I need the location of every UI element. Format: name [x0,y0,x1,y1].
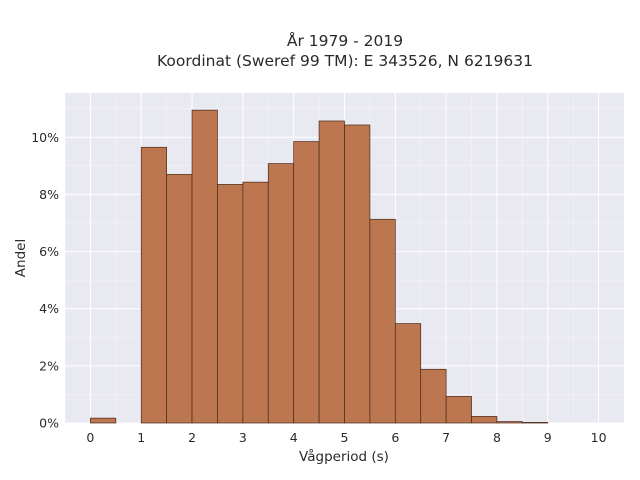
chart-title-line2: Koordinat (Sweref 99 TM): E 343526, N 62… [157,52,533,70]
histogram-bar-0 [90,417,117,424]
x-tick-label-3: 3 [239,430,247,445]
x-tick-label-0: 0 [86,430,94,445]
histogram-bar-4 [191,109,218,424]
y-tick-label-4: 8% [39,187,59,202]
histogram-bar-2 [140,146,167,424]
x-tick-label-10: 10 [591,430,607,445]
x-tick-label-7: 7 [442,430,450,445]
y-tick-label-1: 2% [39,358,59,373]
histogram-bar-6 [242,181,269,424]
histogram-bar-12 [394,323,422,424]
histogram-bar-3 [166,174,193,424]
histogram-bar-8 [293,141,320,424]
histogram-bar-7 [267,163,295,424]
x-tick-label-5: 5 [341,430,349,445]
y-tick-label-0: 0% [39,416,59,431]
x-tick-label-6: 6 [391,430,399,445]
histogram-bar-9 [318,120,345,424]
histogram-bars [90,109,549,424]
histogram-bar-11 [369,218,396,424]
histogram-bar-10 [344,124,371,424]
histogram-bar-15 [471,416,498,424]
x-axis-ticks: 0 1 2 3 4 5 6 7 8 9 10 [86,430,606,445]
x-tick-label-2: 2 [188,430,196,445]
y-tick-label-5: 10% [31,130,59,145]
x-axis-label: Vågperiod (s) [299,448,389,465]
y-tick-label-2: 4% [39,301,59,316]
x-tick-label-4: 4 [290,430,298,445]
histogram-bar-16 [496,421,523,424]
x-tick-label-1: 1 [137,430,145,445]
histogram-bar-5 [217,184,244,424]
x-tick-label-9: 9 [544,430,552,445]
histogram-bar-14 [445,396,472,424]
y-axis-label: Andel [13,239,29,277]
y-tick-label-3: 6% [39,244,59,259]
chart-title-line1: År 1979 - 2019 [287,31,403,50]
histogram-bar-17 [522,422,549,424]
y-axis-ticks: 0% 2% 4% 6% 8% 10% [31,130,59,431]
x-tick-label-8: 8 [493,430,501,445]
histogram-bar-13 [420,368,447,424]
